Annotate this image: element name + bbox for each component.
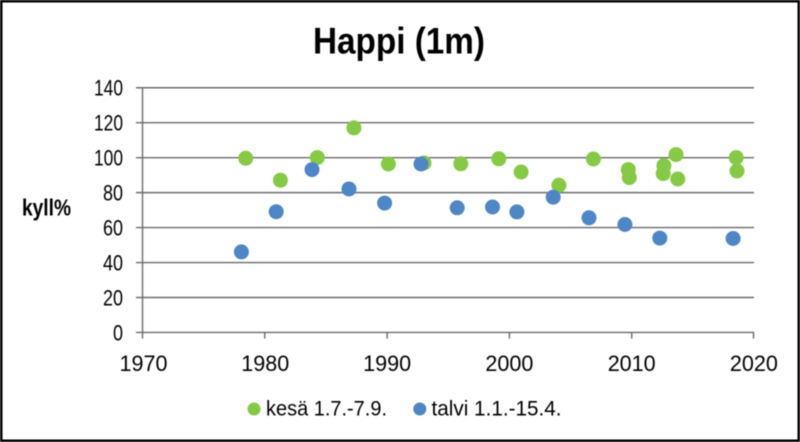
svg-text:2020: 2020 xyxy=(730,351,778,376)
svg-text:2010: 2010 xyxy=(608,351,656,376)
svg-text:Happi (1m): Happi (1m) xyxy=(313,21,485,62)
svg-text:80: 80 xyxy=(103,181,123,206)
svg-text:100: 100 xyxy=(94,146,123,171)
svg-text:140: 140 xyxy=(94,76,123,101)
svg-text:1980: 1980 xyxy=(241,351,289,376)
svg-text:120: 120 xyxy=(94,111,123,136)
svg-text:talvi 1.1.-15.4.: talvi 1.1.-15.4. xyxy=(432,397,562,420)
svg-text:kesä 1.7.-7.9.: kesä 1.7.-7.9. xyxy=(266,397,387,420)
svg-text:0: 0 xyxy=(113,320,123,345)
svg-text:1970: 1970 xyxy=(120,351,168,376)
svg-text:40: 40 xyxy=(103,251,123,276)
svg-text:60: 60 xyxy=(103,216,123,241)
svg-text:2000: 2000 xyxy=(485,351,533,376)
svg-text:20: 20 xyxy=(103,286,123,311)
svg-text:1990: 1990 xyxy=(363,351,411,376)
svg-text:kyll%: kyll% xyxy=(22,194,71,220)
